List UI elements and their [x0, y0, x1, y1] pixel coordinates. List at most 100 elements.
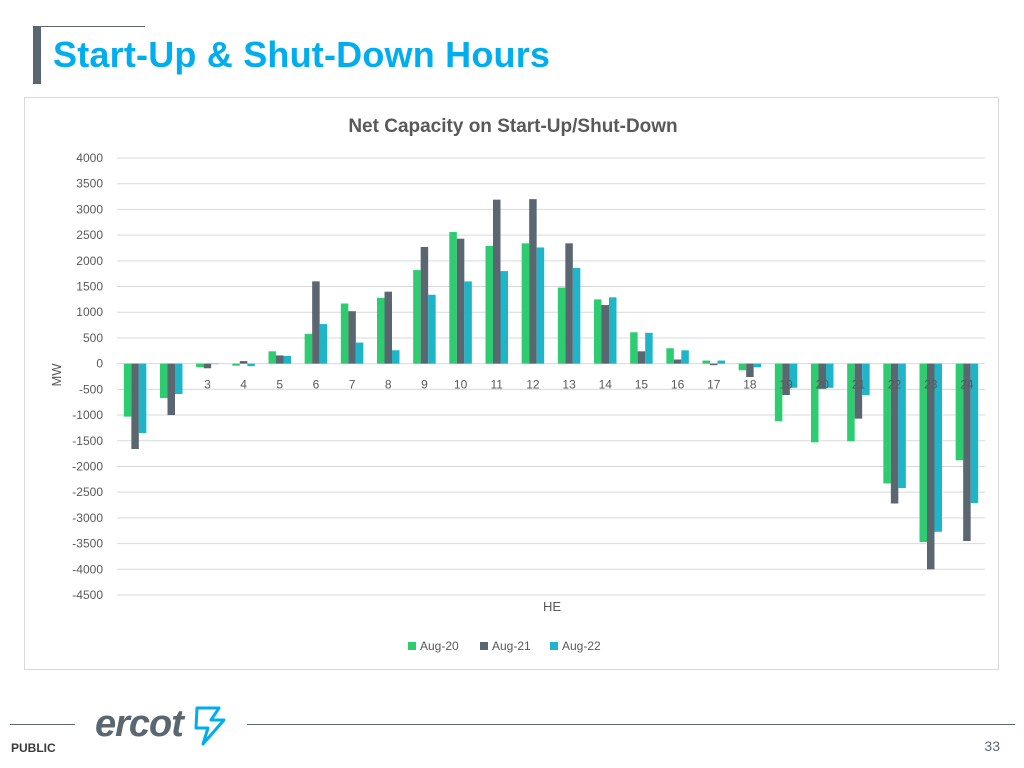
bar-aug-21-he-5 — [276, 355, 284, 364]
x-tick-label: 15 — [635, 378, 649, 392]
y-tick-label: -4000 — [72, 562, 103, 576]
bar-aug-22-he-2 — [175, 363, 183, 394]
bar-aug-20-he-2 — [160, 363, 168, 399]
bar-aug-22-he-4 — [247, 363, 255, 367]
bar-aug-22-he-9 — [428, 294, 436, 364]
y-tick-labels: 4000 3500 3000 2500 2000 1500 1000 500 0 -500 -100… — [72, 151, 103, 602]
bar-aug-21-he-13 — [565, 243, 573, 364]
bar-aug-22-he-22 — [898, 363, 906, 489]
chart-title: Net Capacity on Start-Up/Shut-Down — [348, 116, 677, 137]
y-tick-label: 0 — [96, 357, 103, 371]
bar-aug-20-he-12 — [521, 243, 530, 364]
x-tick-label: 19 — [779, 378, 793, 392]
y-tick-label: 3000 — [76, 202, 103, 216]
y-tick-label: -500 — [79, 382, 103, 396]
bar-aug-20-he-6 — [304, 333, 313, 364]
bar-aug-21-he-21 — [854, 363, 863, 419]
bar-aug-20-he-18 — [738, 363, 747, 371]
x-tick-label: 12 — [526, 378, 540, 392]
bar-aug-22-he-3 — [211, 363, 219, 365]
y-tick-label: -2500 — [72, 485, 103, 499]
bar-aug-20-he-1 — [123, 363, 132, 417]
bar-aug-20-he-11 — [485, 245, 493, 364]
footer-rule-left — [10, 724, 75, 725]
y-tick-label: 1000 — [76, 305, 103, 319]
bar-aug-22-he-11 — [500, 271, 508, 364]
bar-aug-22-he-14 — [609, 297, 617, 364]
page-number: 33 — [984, 738, 1000, 754]
ercot-logo-wordmark: ercot — [95, 703, 185, 745]
bar-aug-21-he-11 — [493, 199, 501, 364]
x-tick-label: 3 — [204, 378, 211, 392]
legend-swatch-aug-22 — [550, 642, 558, 650]
bar-aug-22-he-17 — [717, 360, 725, 364]
slide-title: Start-Up & Shut-Down Hours — [53, 34, 551, 75]
bar-aug-20-he-5 — [268, 351, 276, 364]
bar-aug-20-he-23 — [919, 363, 927, 543]
chart-frame: Net Capacity on Start-Up/Shut-Down 4000 3… — [24, 97, 999, 670]
bar-aug-20-he-10 — [449, 232, 457, 364]
x-tick-label: 11 — [491, 378, 504, 392]
bar-aug-21-he-9 — [420, 246, 429, 364]
bar-aug-21-he-4 — [239, 361, 248, 364]
y-tick-label: 1500 — [76, 280, 103, 294]
bar-aug-22-he-7 — [355, 342, 364, 364]
bar-aug-21-he-8 — [384, 291, 392, 364]
y-tick-label: 500 — [83, 331, 103, 345]
y-tick-label: -2000 — [72, 459, 103, 473]
y-tick-label: -3500 — [72, 537, 103, 551]
x-tick-label: 17 — [707, 378, 721, 392]
x-tick-label: 9 — [421, 378, 428, 392]
bar-aug-20-he-8 — [377, 297, 385, 364]
x-tick-label: 4 — [240, 378, 247, 392]
bar-aug-20-he-22 — [883, 363, 891, 484]
bars — [123, 199, 979, 570]
lightning-bolt-icon — [194, 706, 226, 746]
legend-label-aug-20: Aug-20 — [420, 639, 459, 653]
bar-aug-22-he-12 — [536, 247, 545, 364]
bar-aug-20-he-13 — [557, 287, 566, 364]
bar-aug-20-he-7 — [340, 303, 349, 364]
bar-aug-22-he-15 — [645, 332, 653, 364]
title-accent-bar — [33, 26, 41, 84]
bar-aug-21-he-20 — [818, 363, 826, 389]
bar-aug-22-he-6 — [319, 324, 328, 364]
chart: Net Capacity on Start-Up/Shut-Down 4000 3… — [49, 116, 985, 653]
x-tick-labels: 3 4 5 6 7 8 9 10 11 12 13 14 15 16 17 18 19 20 21 22 23 24 — [204, 378, 974, 392]
bar-aug-22-he-1 — [138, 363, 147, 434]
x-tick-label: 18 — [743, 378, 757, 392]
bar-aug-21-he-14 — [601, 305, 609, 364]
x-tick-label: 8 — [385, 378, 392, 392]
bar-aug-21-he-23 — [927, 363, 935, 570]
legend: Aug-20 Aug-21 Aug-22 — [408, 639, 601, 653]
x-tick-label: 16 — [671, 378, 685, 392]
bar-aug-20-he-19 — [774, 363, 783, 422]
bar-aug-21-he-6 — [312, 281, 320, 364]
bar-aug-22-he-10 — [464, 281, 472, 364]
bar-aug-20-he-14 — [594, 299, 602, 364]
y-tick-label: -4500 — [72, 588, 103, 602]
y-tick-label: 3500 — [76, 177, 103, 191]
bar-aug-21-he-19 — [782, 363, 790, 396]
bar-aug-22-he-19 — [789, 363, 798, 388]
y-tick-label: 2500 — [76, 228, 103, 242]
title-top-rule — [33, 26, 145, 27]
bar-aug-21-he-16 — [673, 359, 682, 364]
bar-aug-21-he-12 — [529, 199, 537, 364]
bar-aug-21-he-17 — [710, 363, 718, 366]
bar-aug-21-he-2 — [167, 363, 175, 416]
legend-label-aug-22: Aug-22 — [562, 639, 601, 653]
bar-aug-22-he-13 — [572, 268, 581, 364]
x-tick-label: 6 — [313, 378, 320, 392]
legend-swatch-aug-20 — [408, 642, 416, 650]
legend-label-aug-21: Aug-21 — [492, 639, 531, 653]
bar-aug-22-he-8 — [392, 350, 400, 364]
x-tick-label: 21 — [852, 378, 866, 392]
y-axis-label: MW — [49, 363, 64, 387]
bar-aug-21-he-10 — [456, 238, 465, 364]
bar-aug-22-he-18 — [753, 363, 762, 368]
x-tick-label: 23 — [924, 378, 938, 392]
bar-aug-21-he-18 — [746, 363, 754, 378]
y-tick-label: 4000 — [76, 151, 103, 165]
y-tick-label: -3000 — [72, 511, 103, 525]
